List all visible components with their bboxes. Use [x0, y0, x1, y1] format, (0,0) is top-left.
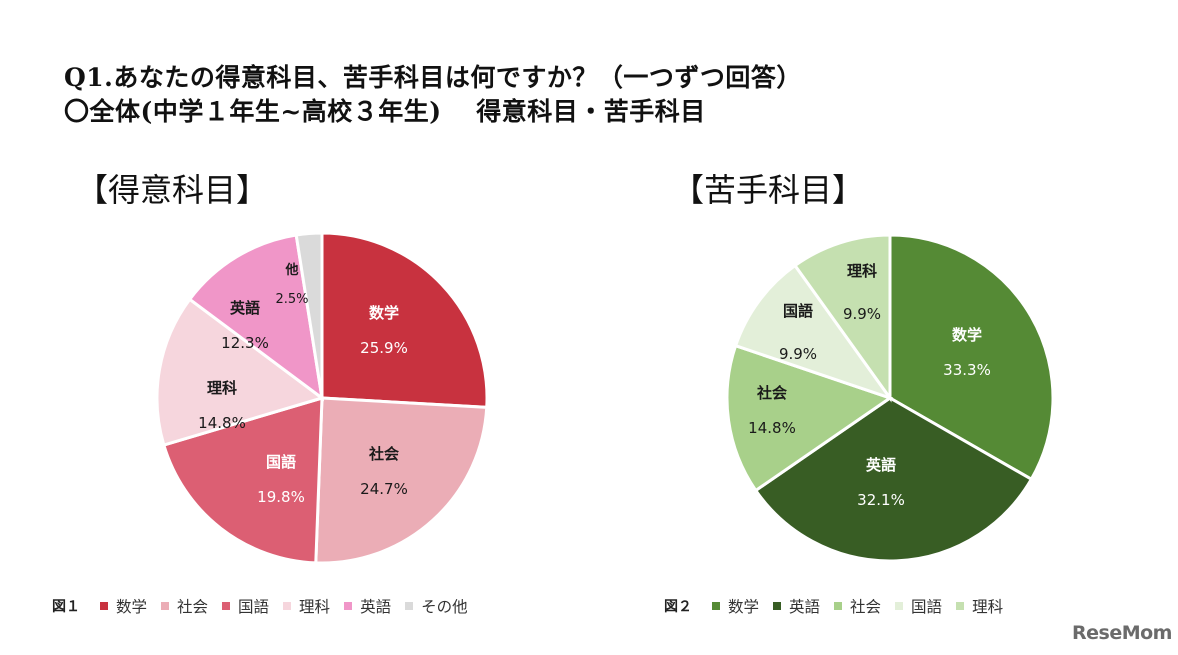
- question-title: Q1.あなたの得意科目、苦手科目は何ですか？（一つずつ回答）: [64, 63, 802, 92]
- slice-value-label: 24.7%: [360, 480, 408, 498]
- legend-swatch: [283, 602, 292, 610]
- pie-slice-4: [187, 233, 325, 402]
- slice-label: 理科: [847, 262, 877, 280]
- slice-value-label: 19.8%: [257, 488, 305, 506]
- question-subtitle: 〇全体(中学１年生~高校３年生) 得意科目・苦手科目: [64, 97, 706, 126]
- legend-label: 理科: [299, 598, 331, 616]
- legend-item: 数学: [100, 595, 147, 617]
- slice-value-label: 33.3%: [943, 361, 991, 379]
- legend-label: 数学: [116, 598, 148, 616]
- legend-label: 英語: [789, 598, 821, 616]
- resemom-logo: ReseMom: [1072, 622, 1172, 644]
- legend-swatch: [712, 602, 720, 610]
- slice-value-label: 2.5%: [275, 292, 308, 307]
- pie-slice-0: [320, 231, 489, 409]
- slice-label: 数学: [952, 326, 982, 344]
- legend-swatch: [895, 602, 904, 610]
- slice-label: 英語: [866, 456, 896, 474]
- slice-value-label: 9.9%: [779, 345, 817, 363]
- slice-label: 国語: [266, 453, 296, 471]
- legend-item: 英語: [773, 595, 820, 617]
- slice-label: 数学: [369, 304, 399, 322]
- legend-label: 社会: [177, 598, 209, 616]
- slice-label: 英語: [230, 299, 260, 317]
- slice-label: 国語: [783, 302, 813, 320]
- slice-label: 理科: [207, 379, 237, 397]
- legend-item: 社会: [161, 595, 208, 617]
- chart-title-strong-subjects: 【得意科目】: [76, 171, 269, 209]
- legend-swatch: [956, 602, 965, 610]
- slice-value-label: 14.8%: [748, 419, 796, 437]
- slice-label: 他: [284, 262, 298, 278]
- legend-item: 国語: [895, 595, 942, 617]
- pie-slice-4: [792, 233, 892, 403]
- pie-slice-2: [725, 343, 894, 493]
- pie-slice-2: [161, 395, 324, 565]
- legend-item: 理科: [956, 595, 1003, 617]
- legend-item: 国語: [222, 595, 269, 617]
- legend-item: その他: [405, 595, 468, 617]
- figure-label: 図２: [664, 599, 692, 615]
- legend-label: 国語: [238, 598, 270, 616]
- legend-swatch: [405, 602, 414, 610]
- legend-weak-subjects: 図２ 数学 英語 社会 国語 理科: [664, 594, 1017, 618]
- slice-value-label: 12.3%: [221, 334, 269, 352]
- pie-slice-0: [888, 233, 1055, 482]
- legend-swatch: [834, 602, 843, 610]
- legend-swatch: [161, 602, 170, 610]
- legend-strong-subjects: 図１ 数学 社会 国語 理科 英語 その他: [52, 594, 482, 618]
- slice-value-label: 32.1%: [857, 491, 905, 509]
- chart-title-weak-subjects: 【苦手科目】: [672, 171, 865, 209]
- legend-label: 英語: [360, 598, 392, 616]
- legend-swatch: [773, 602, 782, 610]
- pie-slice-1: [753, 396, 1034, 563]
- legend-item: 社会: [834, 595, 881, 617]
- slice-value-label: 14.8%: [198, 414, 246, 432]
- legend-label: 国語: [911, 598, 943, 616]
- legend-label: 数学: [728, 598, 760, 616]
- pie-slice-1: [314, 396, 489, 565]
- pie-slice-3: [155, 297, 326, 447]
- legend-item: 理科: [283, 595, 330, 617]
- legend-swatch: [344, 602, 353, 610]
- legend-label: その他: [421, 598, 468, 616]
- slice-label: 社会: [756, 384, 787, 402]
- slice-label: 社会: [368, 445, 399, 463]
- figure-label: 図１: [52, 599, 80, 615]
- legend-item: 数学: [712, 595, 759, 617]
- slice-value-label: 25.9%: [360, 339, 408, 357]
- legend-item: 英語: [344, 595, 391, 617]
- pie-slice-5: [294, 231, 324, 399]
- legend-label: 社会: [850, 598, 882, 616]
- pie-slice-3: [733, 263, 894, 401]
- legend-swatch: [100, 602, 108, 610]
- slice-value-label: 9.9%: [843, 305, 881, 323]
- legend-swatch: [222, 602, 231, 610]
- legend-label: 理科: [972, 598, 1004, 616]
